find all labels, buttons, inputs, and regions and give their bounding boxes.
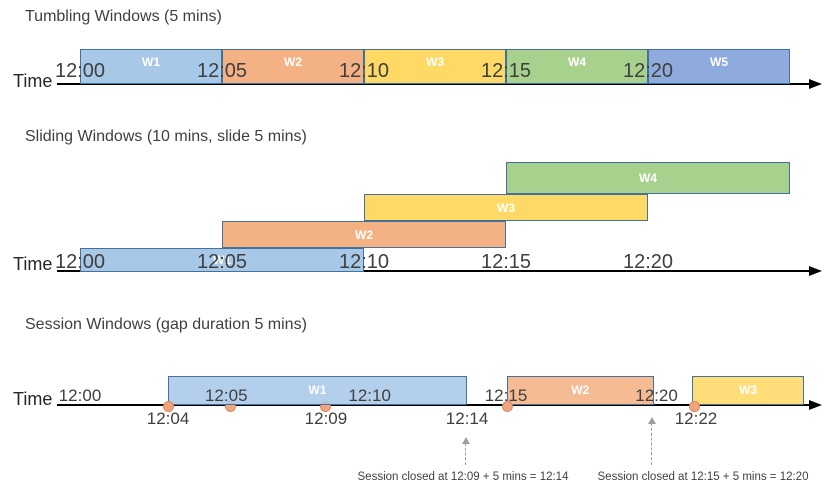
tick-label: 12:00 [58,386,102,405]
session-close-arrowhead [462,437,470,444]
time-window-w1 [168,376,467,405]
window-label: W5 [710,55,728,69]
session-close-arrow [465,443,466,465]
session-close-annotation-1: Session closed at 12:09 + 5 mins = 12:14 [357,471,569,483]
tick-label: 12:15 [480,251,532,273]
tick-label: 12:00 [54,251,106,273]
event-time-label: 12:04 [146,409,190,428]
time-axis-session [57,404,812,406]
time-window-w4 [506,162,790,194]
time-axis-caption-tumbling: Time [13,71,53,91]
time-axis-tumbling [57,83,812,85]
window-label: W2 [284,55,302,69]
tick-label: 12:20 [635,386,678,405]
time-window-w3 [364,194,648,221]
window-label: W1 [308,383,327,397]
session-close-arrow [651,423,652,465]
tick-label: 12:10 [338,251,390,273]
tick-label: 12:10 [338,60,390,82]
tick-label: 12:20 [622,60,674,82]
event-dot [502,401,514,412]
time-window-w3 [364,49,506,84]
section-title-tumbling: Tumbling Windows (5 mins) [25,8,222,25]
window-label: W1 [142,55,160,69]
time-axis-arrowhead-session [809,399,822,410]
tick-label: 12:15 [480,60,532,82]
time-axis-arrowhead-tumbling [809,78,822,89]
time-axis-arrowhead-sliding [809,265,822,276]
event-dot [162,401,174,412]
time-window-w3 [692,376,805,405]
section-title-session: Session Windows (gap duration 5 mins) [25,316,307,333]
time-window-w2 [506,376,654,405]
event-time-label: 12:22 [674,409,718,428]
window-label: W2 [571,383,590,397]
section-title-sliding: Sliding Windows (10 mins, slide 5 mins) [25,128,307,145]
time-axis-caption-session: Time [13,389,53,409]
session-close-arrowhead [648,417,656,424]
window-label: W1 [213,253,231,267]
time-axis-caption-sliding: Time [13,254,53,274]
event-time-label: 12:14 [445,409,489,428]
tick-label: 12:10 [348,386,391,405]
window-label: W4 [639,171,657,185]
session-close-annotation-2: Session closed at 12:15 + 5 mins = 12:20 [597,471,809,483]
tick-label: 12:05 [196,251,248,273]
time-window-w2 [222,221,506,248]
window-label: W3 [497,200,515,215]
event-dot [688,401,700,412]
time-window-w4 [506,49,648,84]
time-window-w5 [648,49,790,84]
event-time-label: 12:09 [304,409,348,428]
tick-label: 12:05 [196,60,248,82]
time-window-w2 [222,49,364,84]
window-label: W2 [355,227,373,242]
tick-label: 12:00 [54,60,106,82]
window-label: W3 [426,55,444,69]
tick-label: 12:15 [484,386,528,405]
window-label: W3 [739,383,758,397]
tick-label: 12:20 [622,251,674,273]
window-label: W4 [568,55,586,69]
tick-label: 12:05 [204,386,248,405]
time-axis-sliding [57,270,812,272]
time-window-w1 [80,248,364,272]
time-window-w1 [80,49,222,84]
